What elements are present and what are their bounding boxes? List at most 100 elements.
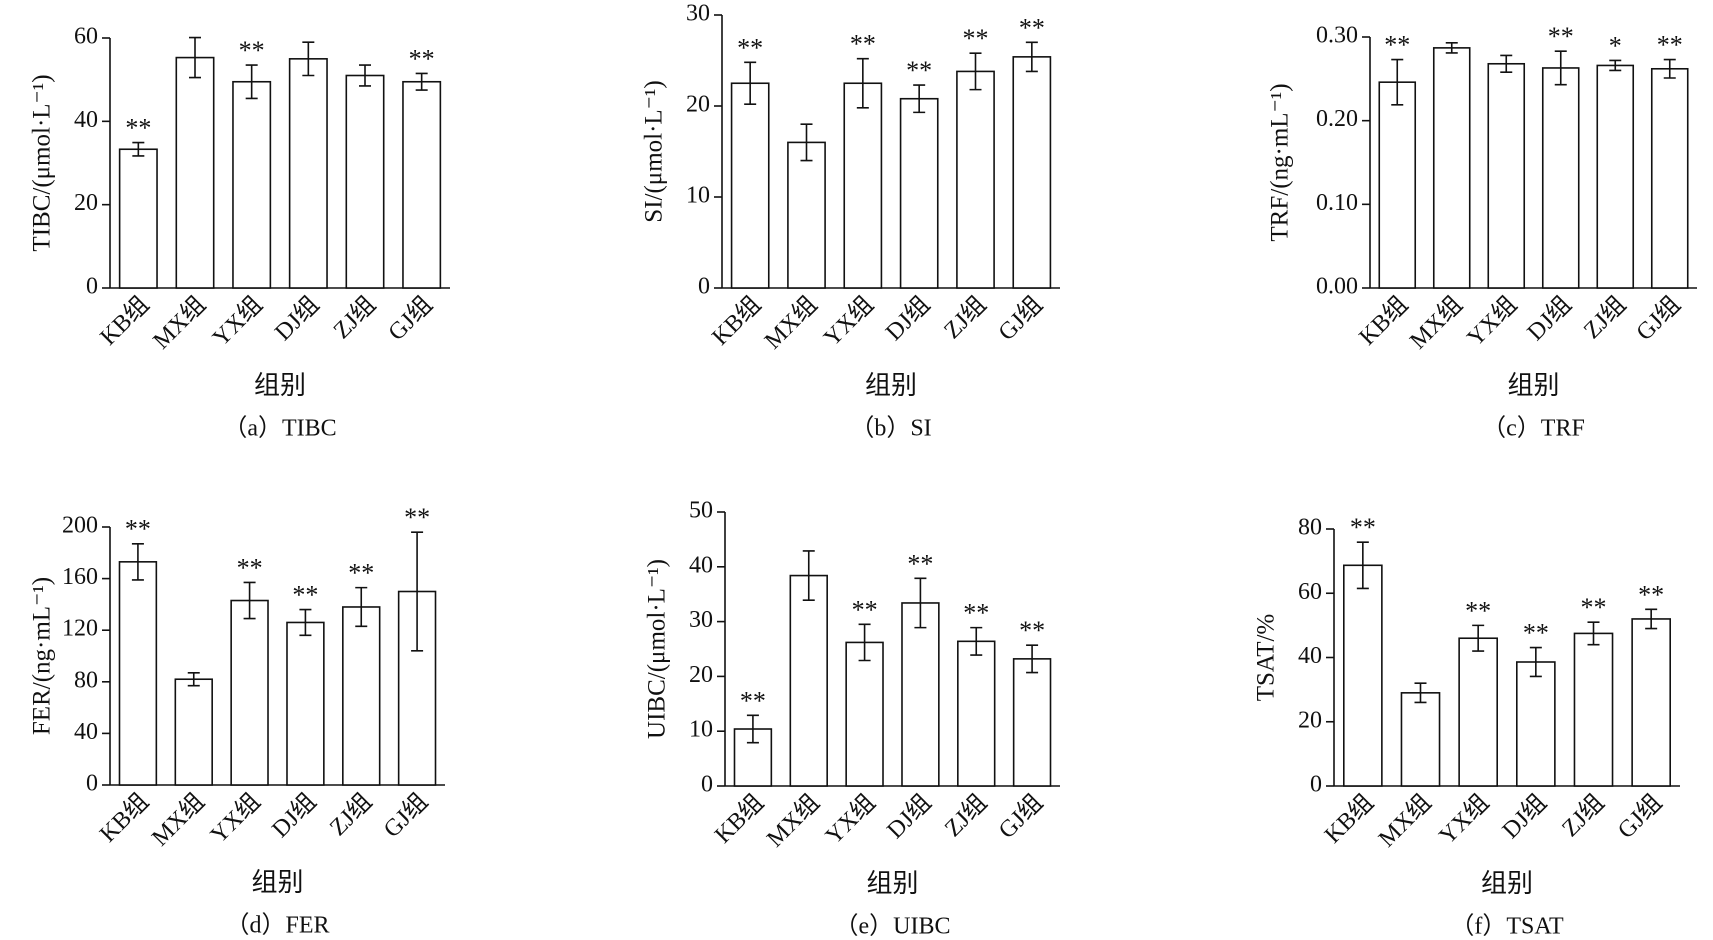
y-axis-label: TIBC/(μmol·L⁻¹) <box>29 74 56 251</box>
bar <box>1487 62 1526 289</box>
bar <box>899 97 939 289</box>
y-tick-label: 10 <box>689 717 713 743</box>
panel-caption: （d）FER <box>225 913 329 939</box>
significance: ** <box>737 33 763 62</box>
y-tick-label: 60 <box>74 24 98 50</box>
y-tick-label: 50 <box>689 498 713 524</box>
bar <box>843 82 883 289</box>
significance: * <box>1609 31 1622 60</box>
y-tick-label: 20 <box>689 662 713 688</box>
x-tick-label: YX组 <box>205 788 266 849</box>
x-axis-label: 组别 <box>865 371 917 400</box>
y-axis-label: UIBC/(μmol·L⁻¹) <box>644 559 671 739</box>
bar <box>1378 81 1417 289</box>
y-tick-label: 0.10 <box>1316 190 1358 216</box>
x-tick-label: MX组 <box>146 788 209 851</box>
x-tick-label: MX组 <box>761 789 824 852</box>
panel-caption: （e）UIBC <box>835 914 951 940</box>
x-tick-label: ZJ组 <box>1557 789 1610 842</box>
y-tick-label: 0 <box>701 772 713 798</box>
y-tick-label: 30 <box>686 1 710 27</box>
significance: ** <box>292 581 318 610</box>
significance: ** <box>409 44 435 73</box>
y-tick-label: 200 <box>62 513 98 539</box>
x-tick-label: MX组 <box>1373 789 1436 852</box>
significance: ** <box>906 56 932 85</box>
x-tick-label: GJ组 <box>383 291 438 346</box>
x-tick-label: YX组 <box>818 291 879 352</box>
x-tick-label: YX组 <box>1462 291 1523 352</box>
significance: ** <box>852 595 878 624</box>
y-axis-label: SI/(μmol·L⁻¹) <box>641 80 668 222</box>
bar <box>1650 67 1689 289</box>
bar <box>286 621 325 786</box>
x-tick-label: DJ组 <box>1497 789 1552 844</box>
error-bar <box>858 623 871 662</box>
y-tick-label: 120 <box>62 616 98 642</box>
significance: ** <box>125 515 151 544</box>
error-bar <box>744 61 757 105</box>
x-tick-label: ZJ组 <box>328 291 381 344</box>
error-bar <box>1391 58 1404 106</box>
error-bar <box>1645 608 1658 630</box>
x-axis-label: 组别 <box>254 371 306 400</box>
bar <box>901 602 940 787</box>
y-axis-label: TSAT/% <box>1253 614 1280 702</box>
significance: ** <box>1019 13 1045 42</box>
bar-chart: 0.00 0.10 0.20 0.30 TRF/(ng·mL⁻¹) ** KB组MX组YX组… <box>1267 22 1697 442</box>
x-tick-label: GJ组 <box>1631 291 1686 346</box>
bar <box>230 599 269 786</box>
bar <box>956 70 995 289</box>
bar <box>1573 632 1614 787</box>
y-tick-label: 0 <box>86 274 98 300</box>
x-tick-label: ZJ组 <box>939 291 992 344</box>
error-bar <box>1554 50 1567 86</box>
bar <box>174 678 213 786</box>
error-bar <box>245 64 258 100</box>
y-tick-label: 60 <box>1298 579 1322 605</box>
error-bar <box>189 36 201 79</box>
panel-caption: （b）SI <box>850 416 931 442</box>
bar <box>232 80 272 289</box>
error-bar <box>415 72 428 91</box>
significance: ** <box>1523 619 1549 648</box>
x-tick-label: GJ组 <box>993 789 1048 844</box>
error-bar <box>1472 624 1485 652</box>
bar <box>1012 56 1052 289</box>
significance: ** <box>348 559 374 588</box>
significance: ** <box>237 553 263 582</box>
bar <box>957 640 996 787</box>
bar <box>1343 564 1383 787</box>
error-bar <box>359 64 371 87</box>
error-bar <box>1025 41 1038 73</box>
y-tick-label: 20 <box>1298 707 1322 733</box>
error-bar <box>914 577 927 629</box>
x-tick-label: DJ组 <box>267 788 322 843</box>
x-tick-label: MX组 <box>759 291 822 354</box>
x-tick-label: KB组 <box>709 789 769 849</box>
error-bar <box>1356 541 1369 590</box>
x-tick-label: GJ组 <box>378 788 433 843</box>
x-tick-label: DJ组 <box>270 291 325 346</box>
error-bar <box>1529 646 1542 678</box>
y-tick-label: 160 <box>62 564 98 590</box>
y-tick-label: 80 <box>1298 515 1322 541</box>
y-tick-label: 30 <box>689 607 713 633</box>
error-bar <box>802 550 815 602</box>
y-tick-label: 40 <box>1298 643 1322 669</box>
panel-caption: （a）TIBC <box>223 416 336 442</box>
significance: ** <box>1350 513 1376 542</box>
bar <box>1012 658 1052 787</box>
x-tick-label: ZJ组 <box>939 789 992 842</box>
bar <box>175 56 215 289</box>
bar <box>342 606 381 786</box>
y-tick-label: 0 <box>86 771 98 797</box>
x-tick-label: DJ组 <box>1522 291 1577 346</box>
significance: ** <box>1465 596 1491 625</box>
bar <box>1458 637 1498 787</box>
bar <box>118 561 158 786</box>
x-tick-label: KB组 <box>707 291 767 351</box>
